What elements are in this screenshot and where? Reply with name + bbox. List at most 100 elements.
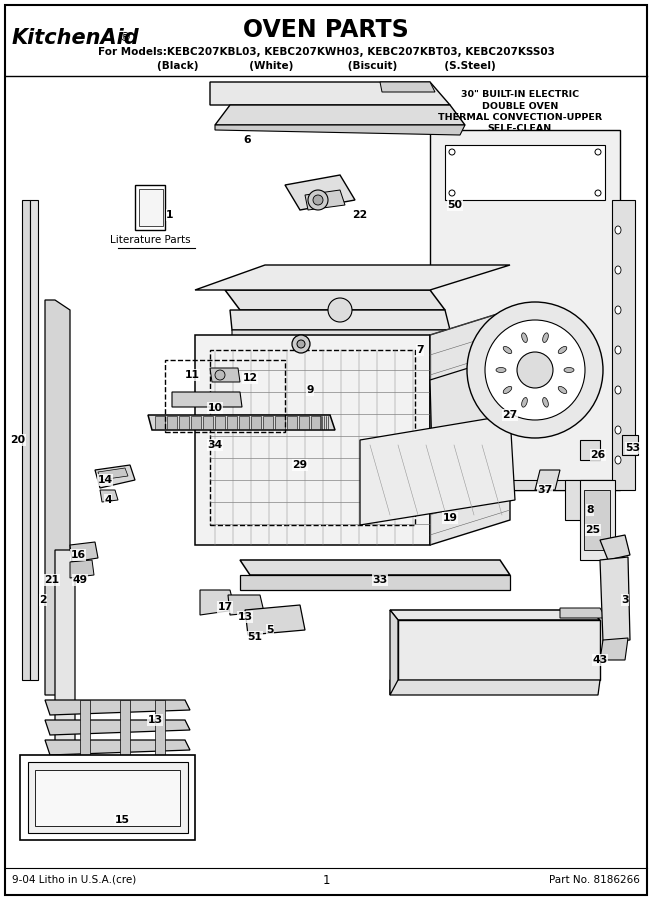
Text: 7: 7 <box>416 345 424 355</box>
Text: 5: 5 <box>266 625 274 635</box>
Text: 1: 1 <box>322 874 330 886</box>
Ellipse shape <box>615 266 621 274</box>
Circle shape <box>595 149 601 155</box>
Polygon shape <box>155 416 165 429</box>
Polygon shape <box>45 300 70 695</box>
Ellipse shape <box>496 367 506 373</box>
Circle shape <box>595 190 601 196</box>
Text: 49: 49 <box>72 575 87 585</box>
Polygon shape <box>285 175 355 210</box>
Polygon shape <box>295 345 308 380</box>
Polygon shape <box>311 416 321 429</box>
Text: 11: 11 <box>185 370 200 380</box>
Polygon shape <box>98 468 128 480</box>
Polygon shape <box>200 590 235 615</box>
Ellipse shape <box>503 346 512 354</box>
Ellipse shape <box>558 386 567 393</box>
Ellipse shape <box>522 398 527 407</box>
Polygon shape <box>135 185 165 230</box>
Polygon shape <box>232 330 452 345</box>
Text: 51: 51 <box>248 632 263 642</box>
Text: 21: 21 <box>44 575 59 585</box>
Polygon shape <box>430 480 612 490</box>
Polygon shape <box>275 416 285 429</box>
Polygon shape <box>20 755 195 840</box>
Polygon shape <box>28 762 188 833</box>
Circle shape <box>449 149 455 155</box>
Text: 27: 27 <box>503 410 518 420</box>
Ellipse shape <box>615 306 621 314</box>
Text: OVEN PARTS: OVEN PARTS <box>243 18 409 42</box>
Polygon shape <box>580 480 615 560</box>
Text: 20: 20 <box>10 435 25 445</box>
Polygon shape <box>390 610 398 695</box>
Text: 50: 50 <box>447 200 462 210</box>
Polygon shape <box>430 130 620 490</box>
Polygon shape <box>155 700 165 755</box>
Text: 16: 16 <box>70 550 85 560</box>
Ellipse shape <box>558 346 567 354</box>
Text: 15: 15 <box>115 815 130 825</box>
Ellipse shape <box>615 426 621 434</box>
Polygon shape <box>580 440 600 460</box>
Circle shape <box>517 352 553 388</box>
Text: 10: 10 <box>207 403 222 413</box>
Text: 30" BUILT-IN ELECTRIC: 30" BUILT-IN ELECTRIC <box>461 90 579 99</box>
Polygon shape <box>55 550 75 760</box>
Ellipse shape <box>564 367 574 373</box>
Text: 13: 13 <box>237 612 252 622</box>
Text: 25: 25 <box>585 525 600 535</box>
Circle shape <box>313 195 323 205</box>
Polygon shape <box>80 700 90 755</box>
Polygon shape <box>215 125 465 135</box>
Text: 37: 37 <box>537 485 553 495</box>
Bar <box>584 490 610 550</box>
Text: KitchenAid: KitchenAid <box>12 28 140 48</box>
Polygon shape <box>560 608 606 618</box>
Polygon shape <box>215 105 465 125</box>
Polygon shape <box>600 557 630 642</box>
Polygon shape <box>70 542 98 562</box>
Text: 17: 17 <box>217 602 233 612</box>
Text: 53: 53 <box>625 443 640 453</box>
Polygon shape <box>195 335 430 545</box>
Polygon shape <box>299 416 309 429</box>
Ellipse shape <box>615 386 621 394</box>
Text: Literature Parts: Literature Parts <box>110 235 190 245</box>
Circle shape <box>467 302 603 438</box>
Text: 22: 22 <box>352 210 368 220</box>
Circle shape <box>308 190 328 210</box>
Ellipse shape <box>615 226 621 234</box>
Text: (Black)              (White)               (Biscuit)             (S.Steel): (Black) (White) (Biscuit) (S.Steel) <box>156 61 496 71</box>
Circle shape <box>328 298 352 322</box>
Text: DOUBLE OVEN: DOUBLE OVEN <box>482 102 558 111</box>
Polygon shape <box>612 200 635 490</box>
Polygon shape <box>390 680 600 695</box>
Polygon shape <box>45 720 190 735</box>
Polygon shape <box>600 535 630 560</box>
Polygon shape <box>167 416 177 429</box>
Polygon shape <box>239 416 249 429</box>
Ellipse shape <box>542 398 548 407</box>
Polygon shape <box>398 620 600 680</box>
Circle shape <box>215 370 225 380</box>
Polygon shape <box>445 145 605 200</box>
Text: 14: 14 <box>97 475 113 485</box>
Polygon shape <box>230 310 450 330</box>
Text: 8: 8 <box>586 505 594 515</box>
Polygon shape <box>251 416 261 429</box>
Polygon shape <box>263 416 273 429</box>
Text: SELF-CLEAN: SELF-CLEAN <box>488 124 552 133</box>
Text: 29: 29 <box>293 460 308 470</box>
Polygon shape <box>240 560 510 575</box>
Polygon shape <box>535 470 560 490</box>
Ellipse shape <box>503 386 512 393</box>
Polygon shape <box>380 82 435 92</box>
Text: 4: 4 <box>104 495 111 505</box>
Circle shape <box>485 320 585 420</box>
Polygon shape <box>148 415 335 430</box>
Text: 12: 12 <box>243 373 258 383</box>
Polygon shape <box>179 416 189 429</box>
Bar <box>210 350 415 525</box>
Text: For Models:KEBC207KBL03, KEBC207KWH03, KEBC207KBT03, KEBC207KSS03: For Models:KEBC207KBL03, KEBC207KWH03, K… <box>98 47 554 57</box>
